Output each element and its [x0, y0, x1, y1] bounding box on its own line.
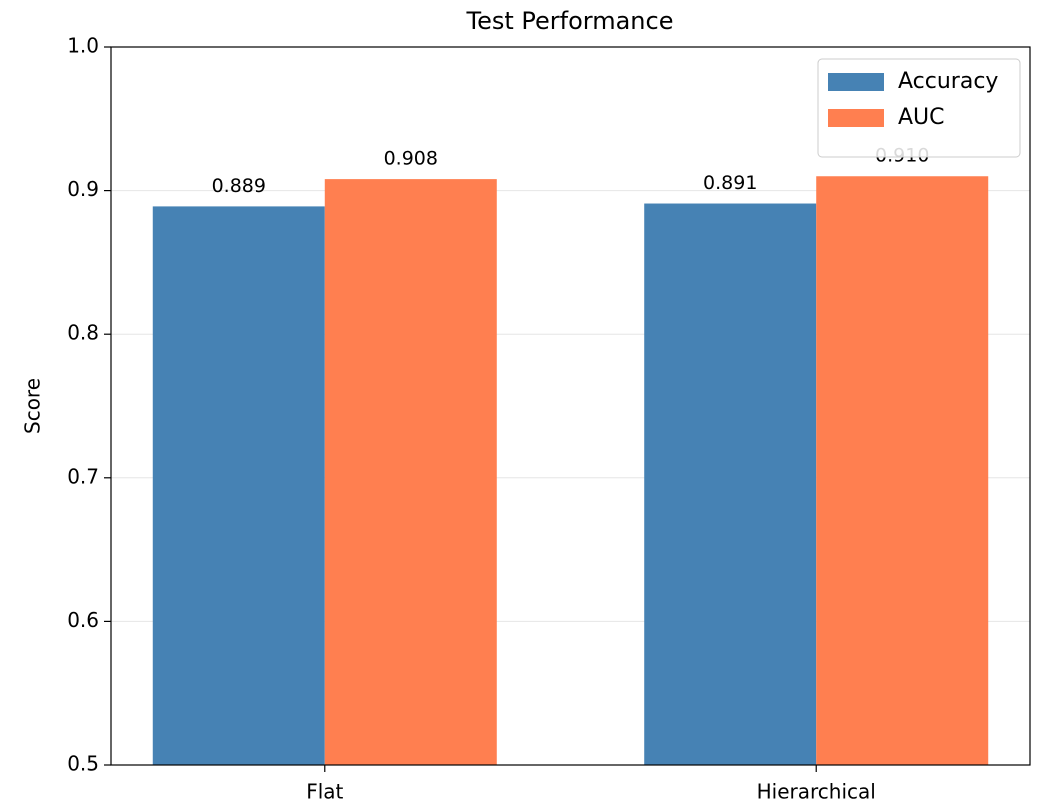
- y-tick-label: 0.7: [67, 464, 99, 488]
- plot-frame: [110, 46, 1031, 766]
- value-label: 0.889: [212, 175, 266, 197]
- bar: [152, 206, 325, 765]
- value-label: 0.908: [384, 148, 438, 170]
- y-tick-label: 0.5: [67, 752, 99, 776]
- y-tick-label: 0.8: [67, 321, 99, 345]
- bar: [324, 179, 497, 765]
- legend-label: Accuracy: [898, 69, 998, 94]
- y-tick-label: 0.6: [67, 608, 99, 632]
- legend-swatch: [828, 109, 884, 127]
- x-tick-label: Hierarchical: [757, 780, 876, 804]
- legend-label: AUC: [898, 105, 945, 130]
- value-label: 0.891: [703, 172, 757, 194]
- chart-title: Test Performance: [466, 7, 674, 35]
- y-axis-label: Score: [21, 378, 45, 434]
- bar: [644, 203, 817, 766]
- legend-swatch: [828, 73, 884, 91]
- bar: [816, 176, 989, 766]
- x-tick-label: Flat: [306, 780, 343, 804]
- y-tick-label: 1.0: [67, 34, 99, 58]
- y-tick-label: 0.9: [67, 177, 99, 201]
